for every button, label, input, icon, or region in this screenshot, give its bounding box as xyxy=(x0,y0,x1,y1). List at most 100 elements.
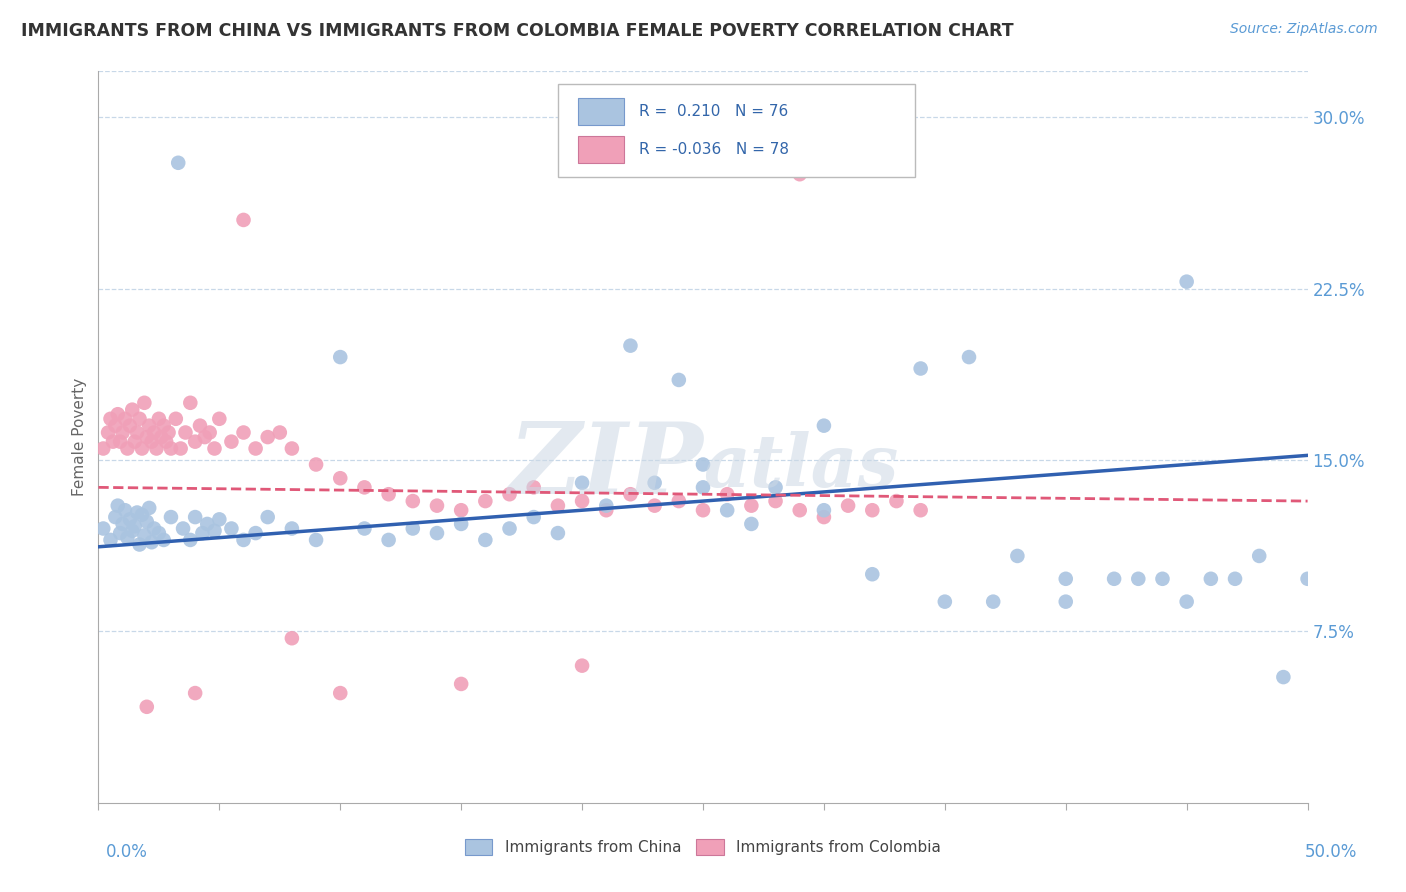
Point xyxy=(188,418,211,433)
Point xyxy=(450,516,472,531)
Point xyxy=(377,533,399,547)
Point xyxy=(128,537,150,551)
Point xyxy=(619,338,641,352)
Point xyxy=(668,373,690,387)
Point xyxy=(1054,595,1077,609)
FancyBboxPatch shape xyxy=(578,98,624,126)
Point xyxy=(813,503,835,517)
Point xyxy=(194,430,217,444)
Text: atlas: atlas xyxy=(703,431,898,502)
Point xyxy=(910,503,932,517)
Point xyxy=(886,494,908,508)
Point xyxy=(595,499,617,513)
Point xyxy=(184,686,207,700)
Point xyxy=(117,442,139,456)
Point xyxy=(668,494,690,508)
Point xyxy=(329,471,352,485)
Point xyxy=(208,412,231,426)
Point xyxy=(1152,572,1174,586)
Point xyxy=(765,494,787,508)
Point xyxy=(198,425,221,440)
Point xyxy=(118,418,141,433)
Point xyxy=(281,632,304,646)
Point xyxy=(152,533,174,547)
Point xyxy=(329,686,352,700)
Point xyxy=(692,503,714,517)
Point xyxy=(595,503,617,517)
Point xyxy=(619,487,641,501)
Point xyxy=(127,506,149,520)
Point xyxy=(716,487,738,501)
Point xyxy=(837,499,859,513)
Point xyxy=(692,458,714,472)
Point xyxy=(155,434,177,449)
Point xyxy=(523,480,546,494)
Point xyxy=(221,434,243,449)
Point xyxy=(127,425,149,440)
Point xyxy=(150,430,173,444)
Point xyxy=(208,512,231,526)
Point xyxy=(232,213,254,227)
Point xyxy=(111,516,134,531)
Legend: Immigrants from China, Immigrants from Colombia: Immigrants from China, Immigrants from C… xyxy=(458,833,948,861)
Point xyxy=(131,442,153,456)
Point xyxy=(232,533,254,547)
Point xyxy=(1175,275,1198,289)
Point xyxy=(910,361,932,376)
Point xyxy=(692,480,714,494)
Point xyxy=(135,515,157,529)
Point xyxy=(134,396,156,410)
Point xyxy=(740,499,762,513)
Point xyxy=(305,533,328,547)
Point xyxy=(104,510,127,524)
Point xyxy=(100,412,122,426)
Point xyxy=(860,503,883,517)
Point xyxy=(571,658,593,673)
Point xyxy=(1199,572,1222,586)
Point xyxy=(1296,572,1319,586)
Point xyxy=(498,521,520,535)
Point xyxy=(179,396,201,410)
Point xyxy=(145,442,167,456)
Point xyxy=(204,524,226,538)
Point xyxy=(91,521,114,535)
Text: 0.0%: 0.0% xyxy=(105,843,148,861)
Point xyxy=(184,510,207,524)
Point xyxy=(221,521,243,535)
Point xyxy=(1272,670,1295,684)
Point xyxy=(789,503,811,517)
Point xyxy=(1128,572,1150,586)
Point xyxy=(169,442,191,456)
Point xyxy=(232,425,254,440)
Point xyxy=(644,499,666,513)
Point xyxy=(765,480,787,494)
Point xyxy=(179,533,201,547)
Text: R = -0.036   N = 78: R = -0.036 N = 78 xyxy=(638,142,789,157)
Point xyxy=(450,503,472,517)
Point xyxy=(165,412,187,426)
Point xyxy=(191,526,214,541)
Point xyxy=(353,521,375,535)
Text: IMMIGRANTS FROM CHINA VS IMMIGRANTS FROM COLOMBIA FEMALE POVERTY CORRELATION CHA: IMMIGRANTS FROM CHINA VS IMMIGRANTS FROM… xyxy=(21,22,1014,40)
Point xyxy=(644,475,666,490)
Point xyxy=(195,516,218,531)
Point xyxy=(353,480,375,494)
Point xyxy=(329,350,352,364)
Point xyxy=(813,418,835,433)
Point xyxy=(124,434,146,449)
Point xyxy=(426,526,449,541)
Point xyxy=(547,499,569,513)
Point xyxy=(256,430,278,444)
Point xyxy=(256,510,278,524)
Point xyxy=(160,442,183,456)
Point xyxy=(523,510,546,524)
Point xyxy=(148,412,170,426)
Text: Source: ZipAtlas.com: Source: ZipAtlas.com xyxy=(1230,22,1378,37)
Point xyxy=(957,350,980,364)
Point xyxy=(474,494,496,508)
Point xyxy=(172,521,194,535)
Point xyxy=(97,425,120,440)
Text: R =  0.210   N = 76: R = 0.210 N = 76 xyxy=(638,104,789,120)
Point xyxy=(107,407,129,421)
Point xyxy=(1102,572,1125,586)
